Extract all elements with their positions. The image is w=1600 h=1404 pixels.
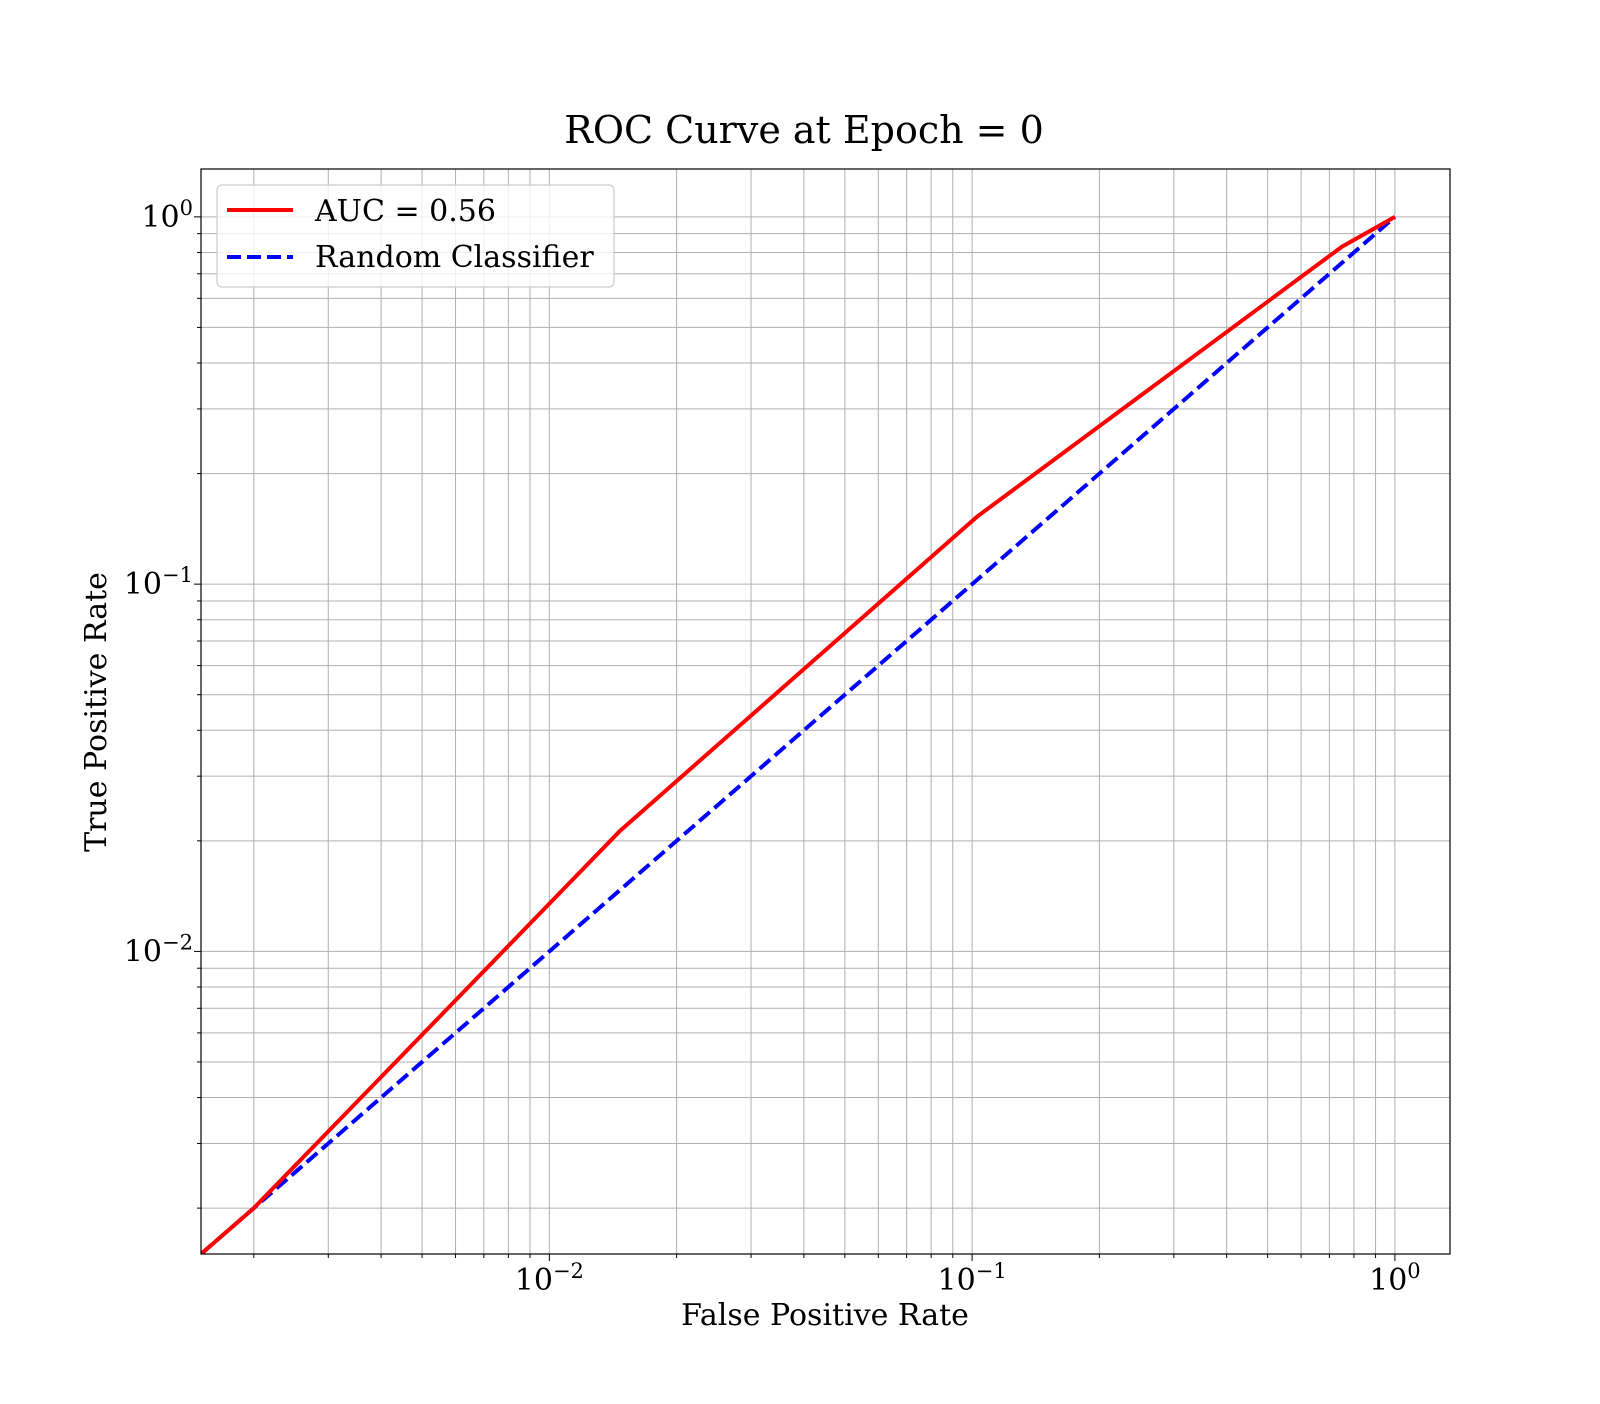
- x-tick-label: 10−1: [938, 1259, 1007, 1298]
- legend-box: [216, 184, 615, 288]
- chart-title: ROC Curve at Epoch = 0: [564, 108, 1044, 152]
- x-tick-label: 100: [1369, 1259, 1421, 1298]
- legend-label-auc: AUC = 0.56: [314, 194, 496, 229]
- plot-area-frame: [200, 168, 1451, 1255]
- y-tick-label: 10−2: [124, 930, 193, 969]
- series-layer: [201, 215, 1397, 1254]
- y-tick-label: 100: [141, 196, 193, 235]
- series-line-auc: [201, 215, 1396, 1254]
- ticks-layer: 10−2 10−1 100 10−2 10−1 100: [124, 196, 1421, 1298]
- legend: AUC = 0.56 Random Classifier: [216, 184, 615, 288]
- series-line-random-classifier: [201, 215, 1397, 1254]
- legend-label-random: Random Classifier: [315, 240, 594, 275]
- y-axis-label: True Positive Rate: [79, 572, 114, 852]
- x-tick-label: 10−2: [515, 1259, 584, 1298]
- y-tick-label: 10−1: [124, 563, 193, 602]
- grid-layer: [201, 169, 1450, 1254]
- x-axis-label: False Positive Rate: [681, 1298, 969, 1333]
